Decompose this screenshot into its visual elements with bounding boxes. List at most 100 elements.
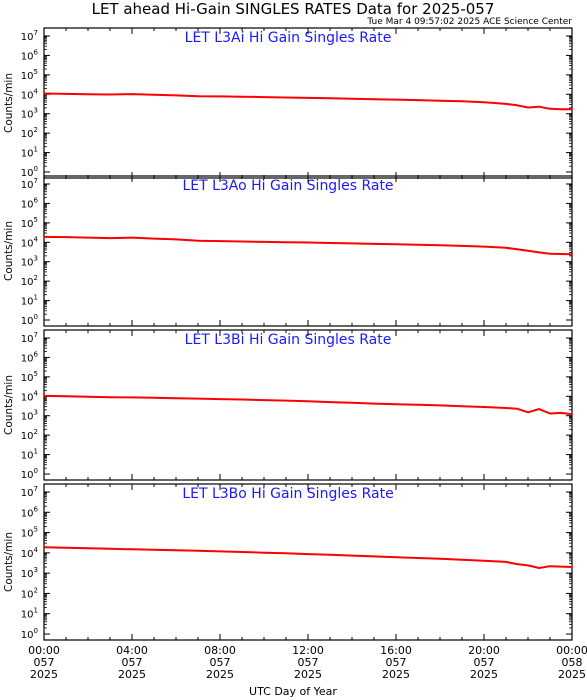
panel-title: LET L3Bi Hi Gain Singles Rate [185, 332, 392, 348]
x-tick-year: 2025 [294, 668, 322, 681]
data-point [373, 243, 375, 245]
data-point [65, 546, 67, 549]
y-tick-label: 104 [21, 87, 39, 101]
y-tick-label: 103 [21, 566, 38, 580]
data-point [307, 400, 309, 403]
data-point [241, 95, 243, 98]
data-point [560, 412, 562, 414]
data-point [439, 99, 441, 102]
y-tick-label: 106 [21, 48, 39, 62]
y-tick-label: 100 [21, 467, 38, 481]
data-point [439, 557, 441, 560]
y-tick-label: 107 [21, 177, 38, 191]
x-tick-doy: 057 [298, 656, 319, 669]
y-tick-label: 101 [21, 294, 38, 308]
x-tick-year: 2025 [382, 668, 410, 681]
data-point [560, 108, 562, 111]
data-point [395, 98, 397, 101]
data-point [483, 406, 485, 408]
data-point [43, 546, 45, 549]
data-point [131, 236, 133, 239]
data-point [241, 240, 243, 243]
data-point [549, 252, 551, 255]
data-point [109, 237, 111, 240]
data-point [417, 403, 419, 406]
panel-title: LET L3Bo Hi Gain Singles Rate [182, 486, 393, 502]
data-point [527, 249, 529, 252]
y-tick-label: 100 [21, 165, 38, 179]
data-point [516, 407, 518, 410]
x-tick-year: 2025 [206, 668, 234, 681]
data-point [505, 246, 507, 249]
data-point [516, 104, 518, 107]
data-point [65, 236, 67, 239]
data-point [197, 549, 199, 552]
x-tick-year: 2025 [118, 668, 146, 681]
chart-panel-1: LET L3Ai Hi Gain Singles Rate 100 101 102 10… [3, 27, 573, 179]
data-point [571, 253, 573, 256]
y-tick-label: 104 [21, 389, 39, 403]
data-point [351, 401, 353, 404]
data-point [417, 99, 419, 101]
data-point [395, 403, 397, 406]
y-tick-label: 104 [21, 546, 39, 560]
data-point [395, 243, 397, 246]
data-point [153, 237, 155, 240]
data-point [131, 396, 133, 399]
data-point [439, 404, 441, 407]
data-point [219, 240, 221, 243]
y-tick-label: 106 [21, 505, 39, 519]
x-tick-doy: 057 [34, 656, 55, 669]
data-point [373, 98, 375, 101]
data-point [153, 396, 155, 399]
data-point [131, 548, 133, 551]
data-point [219, 398, 221, 400]
x-tick-time: 12:00 [292, 644, 324, 657]
x-tick-time: 00:00 [556, 644, 587, 657]
x-tick-doy: 057 [210, 656, 231, 669]
data-point [527, 106, 529, 109]
data-point [516, 563, 518, 565]
panel-title: LET L3Ao Hi Gain Singles Rate [182, 178, 393, 194]
data-point [197, 397, 199, 400]
y-axis-title: Counts/min [3, 73, 15, 133]
data-point [395, 556, 397, 559]
data-point [329, 242, 331, 244]
data-point [329, 553, 331, 556]
data-point [527, 411, 529, 414]
x-tick-time: 04:00 [116, 644, 148, 657]
data-point [516, 248, 518, 251]
data-point [87, 547, 89, 550]
data-point [65, 93, 67, 95]
data-point [263, 96, 265, 98]
data-point [263, 241, 265, 243]
data-point [175, 549, 177, 552]
data-point [175, 94, 177, 97]
y-tick-label: 107 [21, 485, 38, 499]
data-point [285, 399, 287, 402]
data-point [241, 551, 243, 553]
data-point [538, 105, 540, 108]
y-tick-label: 100 [21, 627, 38, 641]
data-point [483, 101, 485, 104]
y-tick-label: 105 [21, 68, 38, 82]
data-point [571, 566, 573, 568]
data-point [483, 559, 485, 562]
data-point [373, 555, 375, 558]
data-point [131, 93, 133, 95]
data-point [43, 395, 45, 397]
series-line [43, 92, 572, 111]
y-axis-title: Counts/min [3, 375, 15, 435]
y-tick-label: 102 [21, 274, 38, 288]
data-point [505, 561, 507, 563]
data-point [43, 236, 45, 238]
series-line [43, 394, 573, 416]
data-point [153, 93, 155, 96]
data-point [549, 412, 551, 415]
data-point [549, 107, 551, 110]
y-tick-label: 104 [21, 235, 39, 249]
y-tick-label: 103 [21, 107, 38, 121]
data-point [87, 236, 89, 239]
plot-frame [43, 329, 573, 481]
